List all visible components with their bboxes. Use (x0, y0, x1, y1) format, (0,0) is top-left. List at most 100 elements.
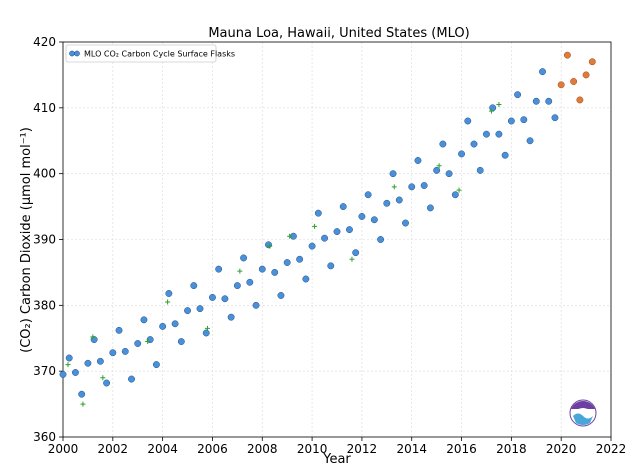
flask-point (389, 170, 397, 178)
flask-point (408, 183, 416, 191)
flask-point (159, 322, 167, 330)
grid (62, 41, 612, 438)
x-tick-label: 2022 (596, 442, 627, 456)
flask-point (283, 259, 291, 266)
legend-marker (74, 50, 80, 57)
flask-point (165, 290, 173, 297)
flask-point (414, 157, 422, 164)
flask-point (451, 191, 459, 199)
flask-point (196, 305, 204, 313)
flagged-point (436, 163, 442, 169)
recent-point (588, 58, 596, 66)
x-tick-label: 2018 (496, 442, 527, 456)
flagged-point (391, 184, 397, 190)
flask-point (302, 275, 310, 283)
x-tick-label: 2006 (197, 442, 228, 456)
x-tick-label: 2020 (546, 442, 577, 456)
flask-point (121, 347, 129, 355)
flask-point (470, 140, 478, 148)
flask-point (395, 196, 403, 204)
y-tick-label: 370 (33, 364, 56, 378)
flask-point (209, 293, 216, 301)
flask-point (545, 97, 553, 105)
flask-point (483, 130, 490, 138)
flask-point (109, 349, 117, 357)
recent-point (557, 81, 565, 89)
flask-point (184, 307, 191, 315)
legend: MLO CO₂ Carbon Cycle Surface Flasks (65, 44, 235, 63)
flask-point (339, 203, 347, 211)
flask-point (202, 329, 210, 337)
recent-point (576, 96, 584, 104)
y-tick-label: 390 (33, 233, 56, 247)
noaa-logo (569, 399, 597, 427)
flask-point (240, 254, 248, 262)
flask-point (72, 369, 79, 376)
flask-point (78, 390, 86, 398)
legend-label: MLO CO₂ Carbon Cycle Surface Flasks (84, 50, 235, 59)
flask-point (489, 104, 497, 112)
flask-point (277, 292, 285, 299)
flagged-point (267, 243, 273, 249)
flask-point (433, 166, 441, 174)
flask-point (539, 68, 546, 76)
y-tick-label: 400 (33, 167, 56, 181)
legend-marker (69, 50, 75, 57)
y-tick-label: 380 (33, 298, 56, 312)
flask-point (215, 265, 223, 273)
flagged-point (312, 223, 318, 229)
flask-point (296, 255, 304, 263)
flask-point (383, 199, 391, 207)
axis-ticks: 2000 2002 2004 2006 2008 2010 2012 2014 2016 2018… (33, 35, 626, 456)
x-tick-label: 2002 (98, 442, 129, 456)
flask-point (265, 241, 272, 249)
flask-point (327, 262, 335, 270)
flask-point (426, 204, 434, 212)
flagged-point (349, 256, 355, 262)
flask-point (364, 191, 372, 199)
noaa-logo-wave (573, 413, 593, 425)
flask-point (271, 268, 279, 276)
recent-point (570, 78, 578, 85)
flask-point (152, 361, 160, 369)
flask-point (227, 313, 235, 321)
flask-point (520, 116, 528, 124)
flagged-point (204, 325, 210, 331)
flask-point (140, 316, 148, 324)
flagged-point (80, 401, 86, 407)
flask-point (308, 242, 316, 250)
flask-point (420, 182, 428, 189)
flask-point (526, 137, 534, 145)
flagged-point (165, 299, 171, 305)
recent-point (582, 71, 590, 79)
flask-point (252, 301, 260, 309)
flask-point (439, 140, 447, 148)
flask-point (258, 265, 266, 273)
flask-point (377, 236, 385, 243)
flask-point (514, 91, 522, 99)
flask-point (495, 130, 503, 138)
flask-point (532, 97, 540, 105)
x-tick-label: 2014 (396, 442, 427, 456)
flask-point (370, 216, 378, 224)
flagged-point (496, 102, 502, 108)
flask-point (171, 320, 179, 328)
flask-point (134, 340, 142, 347)
x-axis-label: Year (322, 452, 351, 467)
flask-point (177, 338, 185, 345)
flask-point (65, 354, 73, 362)
y-tick-label: 410 (33, 101, 56, 115)
flask-point (501, 151, 509, 159)
flagged-point (456, 187, 462, 193)
recent-point (563, 51, 571, 59)
flagged-point (488, 108, 494, 114)
flask-point (128, 375, 135, 383)
flask-point (464, 117, 472, 125)
y-axis-label: (CO₂) Carbon Dioxide (μmol mol⁻¹) (19, 127, 34, 353)
flagged-point (65, 362, 71, 368)
flagged-point (237, 268, 243, 274)
x-tick-label: 2010 (297, 442, 328, 456)
flask-point (246, 278, 254, 286)
flask-point (59, 371, 67, 378)
